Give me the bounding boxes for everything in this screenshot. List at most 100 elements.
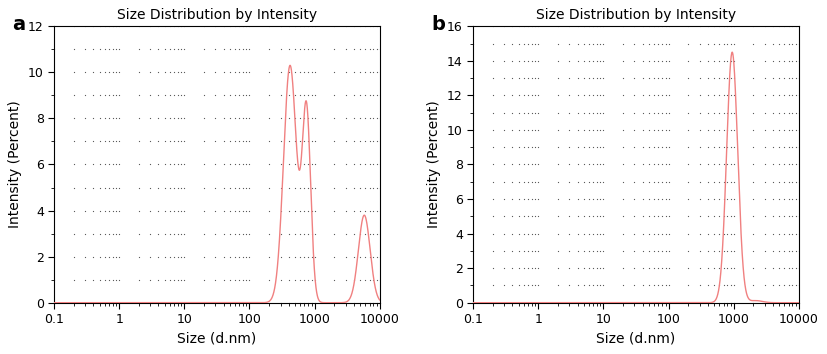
Point xyxy=(168,46,181,52)
Point xyxy=(289,139,302,144)
Point xyxy=(594,282,607,288)
Point xyxy=(782,179,796,184)
Point xyxy=(659,144,672,150)
Point xyxy=(782,144,796,150)
Point xyxy=(777,179,791,184)
Point xyxy=(370,92,383,98)
Point xyxy=(158,69,171,75)
Point xyxy=(525,162,538,167)
Point xyxy=(656,58,669,64)
Point xyxy=(789,110,802,115)
Point xyxy=(648,248,661,254)
Point xyxy=(786,300,799,306)
Point xyxy=(466,41,480,46)
Point xyxy=(144,185,157,190)
Point xyxy=(353,254,366,259)
Point xyxy=(232,300,246,306)
Point xyxy=(724,179,737,184)
Point xyxy=(174,277,188,282)
Point xyxy=(616,23,629,29)
Point xyxy=(522,265,535,271)
Point xyxy=(652,282,665,288)
Point xyxy=(466,23,480,29)
Point xyxy=(240,116,253,121)
Point xyxy=(662,41,675,46)
Point xyxy=(693,127,706,133)
Point xyxy=(498,179,511,184)
Point xyxy=(590,75,604,81)
Point xyxy=(643,179,656,184)
Point xyxy=(209,300,222,306)
Point xyxy=(347,254,361,259)
Point xyxy=(652,300,665,306)
Point xyxy=(747,23,760,29)
Point xyxy=(789,300,802,306)
Point xyxy=(158,300,171,306)
Point xyxy=(792,265,805,271)
Point xyxy=(707,23,720,29)
Point xyxy=(486,179,500,184)
Point xyxy=(597,58,610,64)
Point xyxy=(327,300,341,306)
Point xyxy=(652,127,665,133)
Point xyxy=(103,23,116,29)
Point xyxy=(103,46,116,52)
Point xyxy=(298,69,311,75)
Point xyxy=(353,23,366,29)
Point xyxy=(237,139,250,144)
Point xyxy=(103,69,116,75)
Point xyxy=(782,75,796,81)
Point xyxy=(298,46,311,52)
Point xyxy=(590,110,604,115)
Point xyxy=(93,254,107,259)
Point xyxy=(552,92,565,98)
Point xyxy=(652,248,665,254)
Point xyxy=(648,179,661,184)
Point xyxy=(359,23,372,29)
Point xyxy=(232,92,246,98)
Point xyxy=(597,144,610,150)
Point xyxy=(681,265,695,271)
Point xyxy=(789,179,802,184)
Point xyxy=(308,300,321,306)
Point xyxy=(707,196,720,202)
Point xyxy=(772,265,786,271)
Point xyxy=(517,162,530,167)
Point xyxy=(616,75,629,81)
Point xyxy=(308,185,321,190)
Point xyxy=(766,213,779,219)
Point xyxy=(758,75,772,81)
Point xyxy=(152,139,165,144)
Point xyxy=(747,75,760,81)
Point xyxy=(707,144,720,150)
Point xyxy=(466,196,480,202)
Point xyxy=(786,162,799,167)
Point xyxy=(506,179,519,184)
Point xyxy=(713,196,726,202)
Point xyxy=(659,196,672,202)
Point xyxy=(582,58,595,64)
Point xyxy=(552,162,565,167)
Point xyxy=(232,231,246,236)
Point xyxy=(582,23,595,29)
Point xyxy=(586,92,600,98)
Point xyxy=(628,265,641,271)
Point xyxy=(294,23,307,29)
Point xyxy=(366,208,380,213)
Point xyxy=(93,231,107,236)
Point xyxy=(656,92,669,98)
Point xyxy=(132,185,146,190)
Point xyxy=(98,208,112,213)
Point xyxy=(563,248,576,254)
Point xyxy=(656,110,669,115)
Point xyxy=(786,58,799,64)
Point xyxy=(93,92,107,98)
Point xyxy=(274,185,287,190)
Point xyxy=(720,75,734,81)
Point xyxy=(163,231,176,236)
Point xyxy=(168,277,181,282)
Point xyxy=(525,23,538,29)
Point xyxy=(305,139,318,144)
Point xyxy=(512,196,525,202)
Point xyxy=(79,300,92,306)
